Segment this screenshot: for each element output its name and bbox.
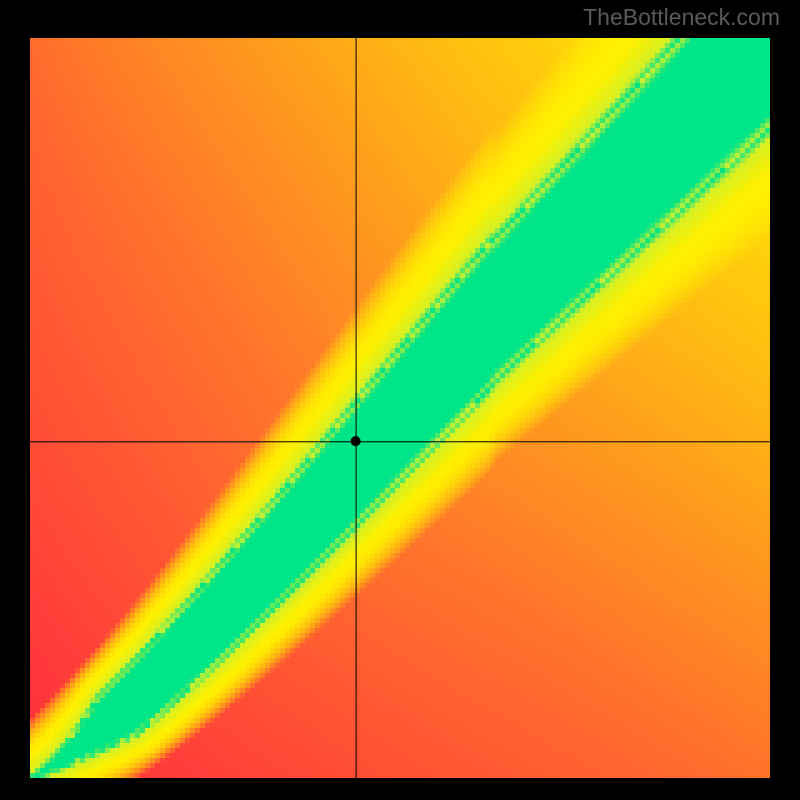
chart-container: TheBottleneck.com xyxy=(0,0,800,800)
heatmap-canvas xyxy=(30,38,770,778)
attribution-text: TheBottleneck.com xyxy=(583,4,780,31)
plot-area xyxy=(30,38,770,778)
